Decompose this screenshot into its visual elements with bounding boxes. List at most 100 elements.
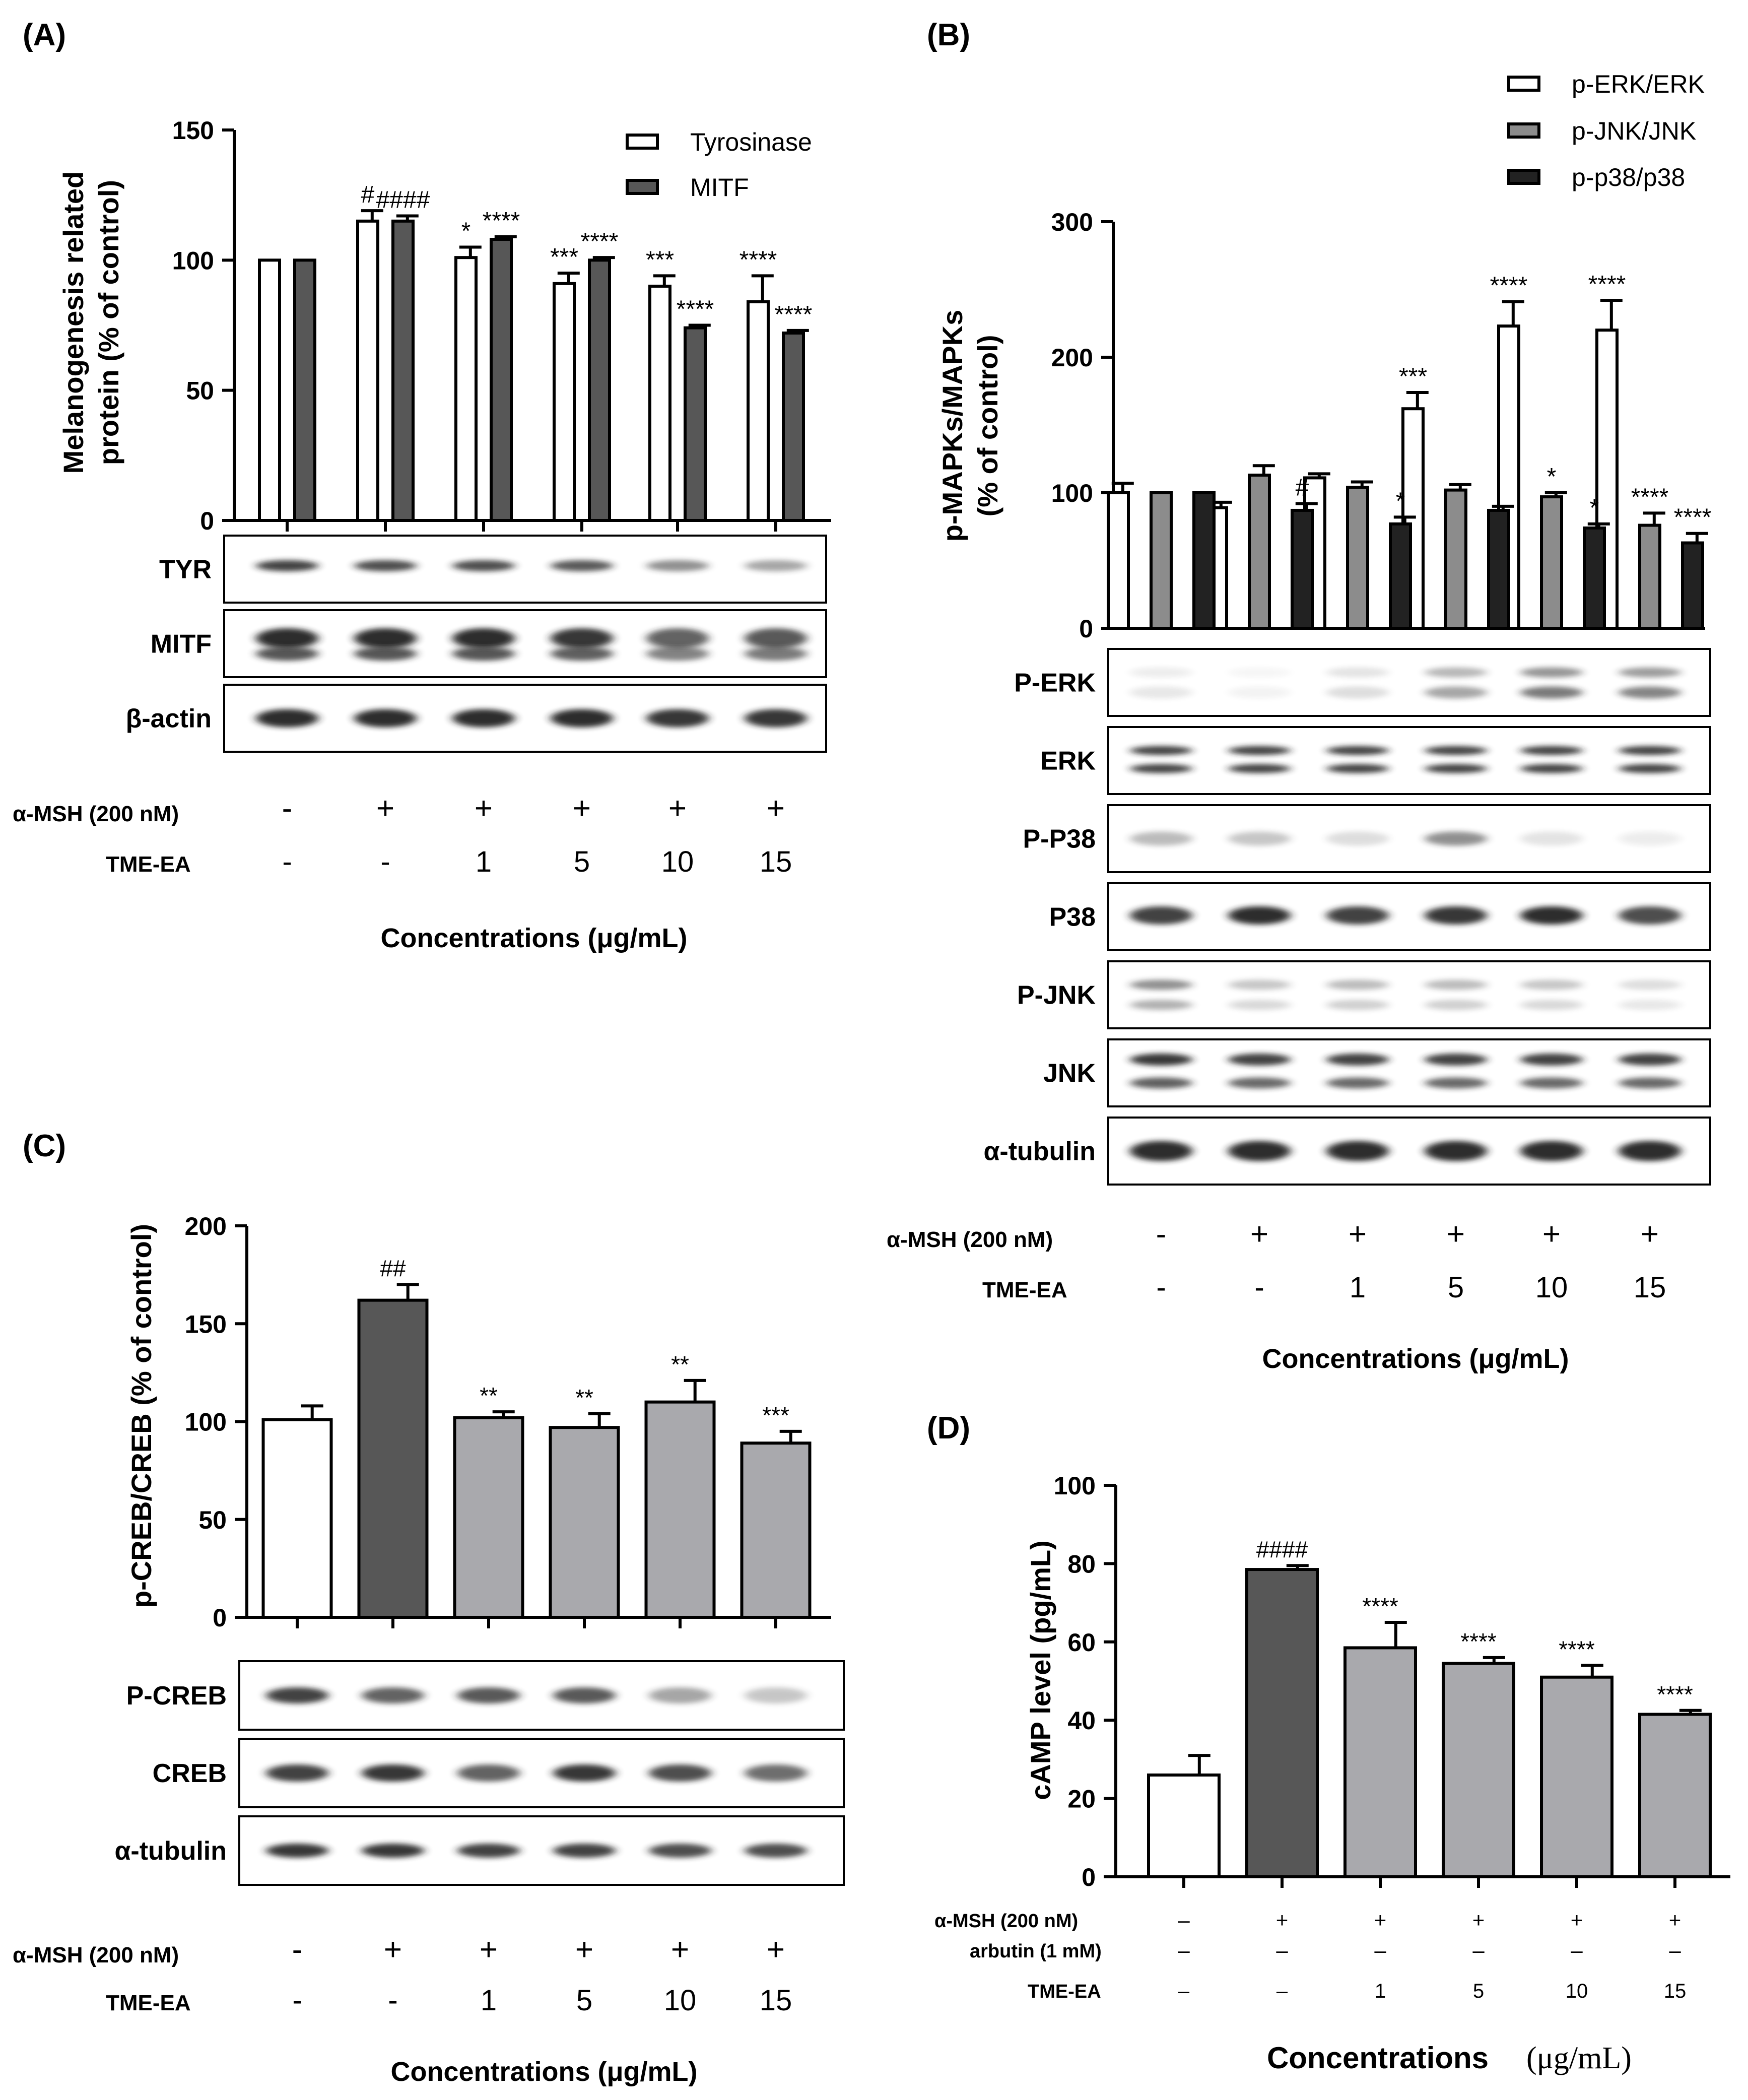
- conditions-a-row1-value-0: -: [282, 791, 293, 826]
- chart-c-ytick-label-2: 100: [185, 1408, 227, 1436]
- conditions-c-row1-value-4: +: [671, 1932, 689, 1967]
- blot-c-band-0-2-0: [457, 1687, 520, 1703]
- chart-a-errorbar-s0-3: [557, 272, 580, 284]
- chart-d-errorbar-s0-1: [1286, 1564, 1309, 1570]
- blot-c-band-1-4-0: [649, 1764, 711, 1782]
- blot-b-band-4-2-0: [1326, 979, 1389, 990]
- chart-b-errorbar-s1-3: [1449, 483, 1471, 490]
- blot-b-band-6-1-0: [1228, 1141, 1291, 1161]
- blot-b-band-6-3-0: [1425, 1141, 1487, 1161]
- blot-a-band-0-3-0: [551, 560, 613, 571]
- blot-a-band-1-0-0: [256, 628, 318, 648]
- legend-swatch-mitf: [626, 179, 659, 195]
- conditions-c-row2-value-4: 10: [664, 1984, 697, 2017]
- conditions-d-footer-a: Concentrations: [1267, 2041, 1489, 2075]
- legend-swatch-p-p38: [1507, 169, 1540, 185]
- chart-c-bar-s0-2: [453, 1416, 524, 1619]
- conditions-a-row2-value-4: 10: [661, 845, 694, 878]
- chart-a-bar-s0-1: [356, 219, 379, 522]
- chart-c-ytick-label-4: 200: [185, 1212, 227, 1240]
- blot-b-band-4-1-0: [1228, 979, 1291, 990]
- blot-b-band-0-0-0: [1130, 667, 1192, 678]
- legend-label-p-jnk: p-JNK/JNK: [1572, 117, 1696, 145]
- conditions-d-row2-value-1: –: [1276, 1938, 1288, 1962]
- chart-d-errorbar-s0-2: [1384, 1620, 1407, 1648]
- conditions-d-row1-value-2: +: [1374, 1908, 1387, 1932]
- legend-label-p-p38: p-p38/p38: [1572, 163, 1685, 191]
- chart-a: Melanogenesis related protein (% of cont…: [57, 116, 831, 535]
- blot-b-band-4-4-1: [1520, 1000, 1583, 1010]
- blot-a-band-2-3-0: [551, 709, 613, 728]
- blot-b-band-0-4-1: [1520, 686, 1583, 699]
- chart-d-annotation-s0-5: ****: [1657, 1681, 1693, 1708]
- blot-b-band-0-4-0: [1520, 667, 1583, 678]
- chart-b-bar-s2-0: [1192, 491, 1216, 630]
- chart-c-bar-s0-0: [261, 1418, 333, 1619]
- chart-d-errorbar-s0-4: [1581, 1664, 1603, 1677]
- chart-c-annotation-s0-1: ##: [380, 1256, 406, 1282]
- blot-b-band-4-1-1: [1228, 1000, 1291, 1010]
- chart-d-ylabel-line1: cAMP level (pg/mL): [1025, 1540, 1056, 1800]
- conditions-c-row1-label: α-MSH (200 nM): [13, 1943, 179, 1967]
- chart-b-errorbar-s1-4: [1544, 491, 1567, 497]
- blot-c-band-0-3-0: [553, 1687, 616, 1703]
- blot-b-frame-5: [1107, 1038, 1711, 1107]
- blot-b-band-0-3-0: [1425, 667, 1487, 678]
- chart-a-bar-s1-3: [588, 258, 611, 522]
- chart-b-annotation-s0-3: ***: [1399, 363, 1427, 390]
- blot-b-band-5-4-1: [1520, 1077, 1583, 1089]
- conditions-d-row3-label: TME-EA: [1028, 1981, 1101, 2002]
- chart-a-errorbar-s0-2: [459, 245, 482, 258]
- blot-a-band-2-2-0: [452, 709, 515, 728]
- blot-a-label-0: TYR: [159, 555, 212, 584]
- chart-c-errorbar-s0-5: [779, 1429, 802, 1443]
- blot-b-band-4-0-0: [1130, 979, 1192, 990]
- chart-b-errorbar-s0-2: [1308, 472, 1330, 478]
- chart-c-bar-s0-1: [357, 1298, 429, 1619]
- blot-b-band-4-3-0: [1425, 979, 1487, 990]
- blot-b-band-4-5-1: [1619, 1000, 1681, 1010]
- conditions-c-row2-label: TME-EA: [106, 1991, 191, 2015]
- chart-b-bar-s0-0: [1107, 491, 1130, 630]
- chart-c-ytick-label-3: 150: [185, 1310, 227, 1338]
- blot-b-frame-1: [1107, 726, 1711, 795]
- conditions-a-row2-label: TME-EA: [106, 852, 191, 877]
- panel-label-d: (D): [927, 1411, 970, 1446]
- blot-a-frame-0: [223, 535, 827, 604]
- chart-b-bar-s1-4: [1540, 495, 1563, 630]
- blot-a-band-1-4-0: [646, 628, 709, 648]
- conditions-b-row1-label: α-MSH (200 nM): [887, 1227, 1053, 1252]
- blot-b-band-0-1-0: [1228, 667, 1291, 678]
- blot-c-frame-1: [238, 1738, 845, 1808]
- chart-d-ytick-label-3: 60: [1067, 1628, 1096, 1657]
- blot-c-band-0-0-0: [266, 1687, 328, 1703]
- blot-a-band-2-0-0: [256, 709, 318, 728]
- chart-c-errorbar-s0-0: [301, 1404, 323, 1420]
- blot-b-band-0-2-1: [1326, 686, 1389, 699]
- blot-b-band-1-5-0: [1619, 746, 1681, 755]
- conditions-c-footer: Concentrations (μg/mL): [390, 2057, 697, 2087]
- chart-a-ytick-label-1: 50: [186, 377, 214, 405]
- blots-b: P-ERK ERK P-P38 P38 P-JNK JNK α-tubulin: [983, 648, 1711, 1186]
- chart-a-bar-s1-4: [684, 326, 707, 522]
- conditions-b-row1-value-3: +: [1447, 1217, 1465, 1252]
- chart-d-ytick-label-4: 80: [1067, 1550, 1096, 1578]
- blot-b-label-0: P-ERK: [1014, 669, 1096, 698]
- blot-c-band-1-0-0: [266, 1764, 328, 1782]
- blot-b-frame-3: [1107, 882, 1711, 951]
- chart-a-errorbar-s1-4: [688, 323, 711, 328]
- blot-b-band-3-5-0: [1619, 906, 1681, 925]
- conditions-b-footer: Concentrations (μg/mL): [1262, 1344, 1569, 1374]
- chart-a-errorbar-s1-5: [786, 329, 809, 333]
- blot-a-frame-1: [223, 609, 827, 678]
- chart-b-annotation-s1-4: *: [1547, 464, 1557, 490]
- conditions-a-row1-label: α-MSH (200 nM): [13, 802, 179, 826]
- blot-c-band-2-2-0: [457, 1844, 520, 1858]
- blot-b-band-5-0-0: [1130, 1053, 1192, 1066]
- blot-b-label-3: P38: [1049, 903, 1096, 932]
- chart-c: p-CREB/CREB (% of control) 0 50 100 150 200 #…: [125, 1212, 831, 1632]
- chart-a-bar-s1-2: [490, 238, 513, 522]
- conditions-a-row1-value-3: +: [573, 791, 591, 826]
- conditions-c-row2-value-1: -: [388, 1984, 397, 2017]
- conditions-d-row2-value-3: –: [1472, 1938, 1485, 1962]
